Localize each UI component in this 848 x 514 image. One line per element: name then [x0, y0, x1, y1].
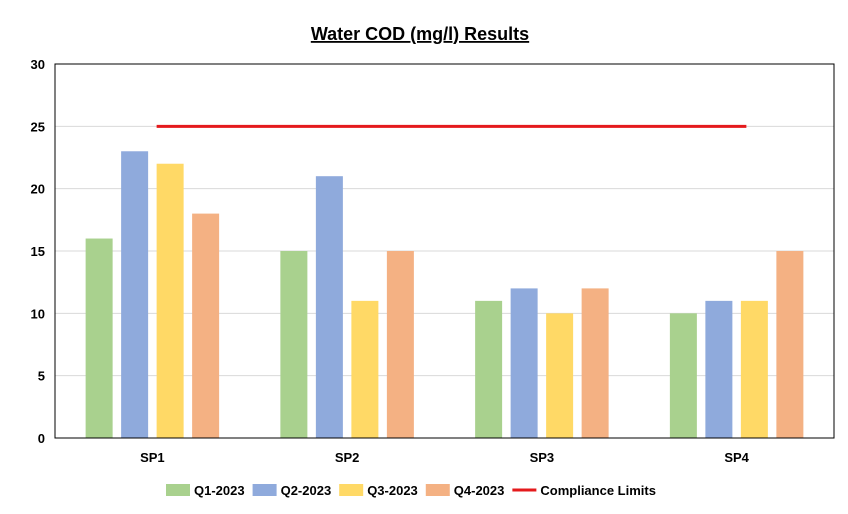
y-tick-label: 0	[38, 431, 45, 446]
chart-title: Water COD (mg/l) Results	[311, 24, 529, 44]
legend: Q1-2023 Q2-2023 Q3-2023 Q4-2023 Compliance L…	[166, 483, 656, 498]
bar	[669, 313, 697, 438]
legend-label: Q4-2023	[454, 483, 505, 498]
bar	[121, 151, 149, 438]
y-tick-label: 10	[31, 306, 45, 321]
legend-swatch	[425, 484, 450, 496]
x-tick-label: SP3	[530, 450, 555, 465]
bar	[475, 300, 503, 438]
legend-label: Q3-2023	[367, 483, 418, 498]
bar	[776, 251, 804, 438]
bar	[546, 313, 574, 438]
legend-label: Q2-2023	[281, 483, 332, 498]
x-tick-label: SP2	[335, 450, 360, 465]
y-tick-label: 5	[38, 369, 45, 384]
x-tick-label: SP1	[140, 450, 165, 465]
x-axis-ticks: SP1 SP2 SP3 SP4	[140, 450, 750, 465]
legend-swatch	[252, 484, 277, 496]
bar	[85, 238, 113, 438]
legend-label: Q1-2023	[194, 483, 245, 498]
bar	[740, 300, 768, 438]
legend-swatch	[166, 484, 190, 496]
y-tick-label: 20	[31, 182, 45, 197]
bar	[192, 213, 220, 438]
x-tick-label: SP4	[724, 450, 749, 465]
bar	[156, 163, 184, 438]
legend-swatch	[339, 484, 364, 496]
plot-area-frame	[54, 63, 835, 439]
bar	[510, 288, 538, 438]
bar	[280, 251, 308, 438]
bars	[85, 151, 804, 438]
y-tick-label: 25	[31, 119, 45, 134]
bar	[581, 288, 609, 438]
bar	[351, 300, 379, 438]
bar	[315, 176, 343, 438]
bar	[705, 300, 733, 438]
y-axis-ticks: 0 5 10 15 20 25 30	[31, 57, 45, 446]
y-tick-label: 15	[31, 244, 45, 259]
bar	[386, 251, 414, 438]
y-tick-label: 30	[31, 57, 45, 72]
legend-label: Compliance Limits	[540, 483, 656, 498]
